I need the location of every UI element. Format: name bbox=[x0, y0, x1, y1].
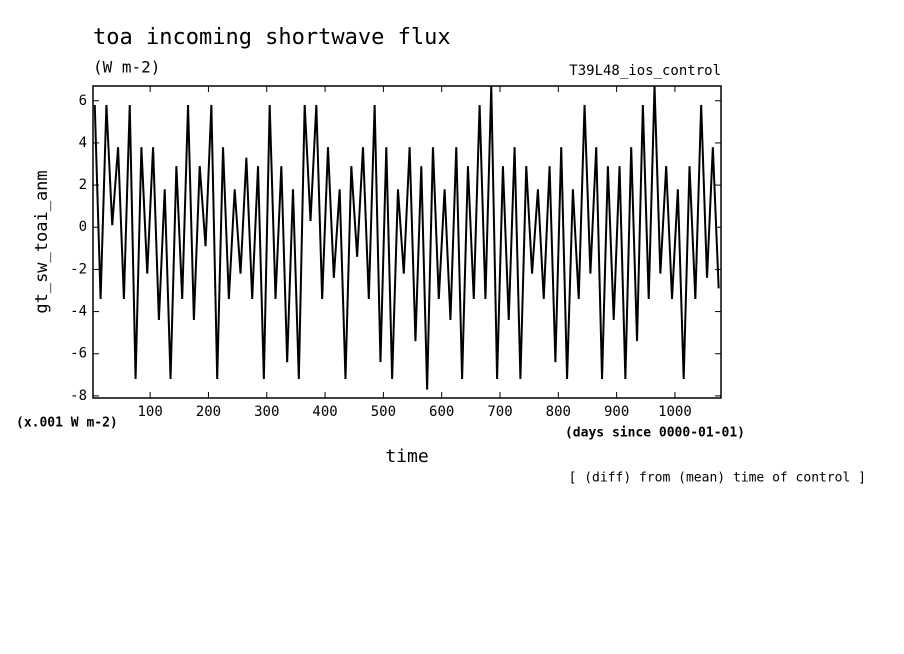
note: [ (diff) from (mean) time of control ] bbox=[569, 471, 866, 486]
x-tick-label: 300 bbox=[254, 404, 279, 420]
x-tick-label: 500 bbox=[371, 404, 396, 420]
x-tick-label: 700 bbox=[487, 404, 512, 420]
plot-frame bbox=[92, 85, 722, 399]
y-tick-label: -4 bbox=[70, 304, 87, 320]
x-tick-label: 100 bbox=[137, 404, 162, 420]
y-tick-label: 4 bbox=[79, 135, 87, 151]
y-tick-label: -6 bbox=[70, 346, 87, 362]
y-tick-label: 6 bbox=[79, 93, 87, 109]
y-tick-label: -2 bbox=[70, 261, 87, 277]
x-axis-label: time bbox=[385, 446, 428, 467]
y-tick-label: 0 bbox=[79, 219, 87, 235]
y-tick-label: -8 bbox=[70, 388, 87, 404]
y-units: (x.001 W m-2) bbox=[16, 416, 118, 431]
x-units: (days since 0000-01-01) bbox=[565, 426, 745, 441]
x-tick-label: 400 bbox=[312, 404, 337, 420]
y-tick-label: 2 bbox=[79, 177, 87, 193]
run-label: T39L48_ios_control bbox=[569, 63, 721, 79]
x-tick-label: 200 bbox=[196, 404, 221, 420]
x-tick-label: 600 bbox=[429, 404, 454, 420]
x-tick-label: 900 bbox=[604, 404, 629, 420]
chart-title: toa incoming shortwave flux bbox=[93, 25, 451, 50]
data-line bbox=[93, 85, 720, 390]
x-tick-label: 1000 bbox=[658, 404, 692, 420]
subtitle: (W m-2) bbox=[93, 58, 160, 77]
y-axis-label: gt_sw_toai_anm bbox=[32, 170, 52, 313]
x-tick-label: 800 bbox=[546, 404, 571, 420]
